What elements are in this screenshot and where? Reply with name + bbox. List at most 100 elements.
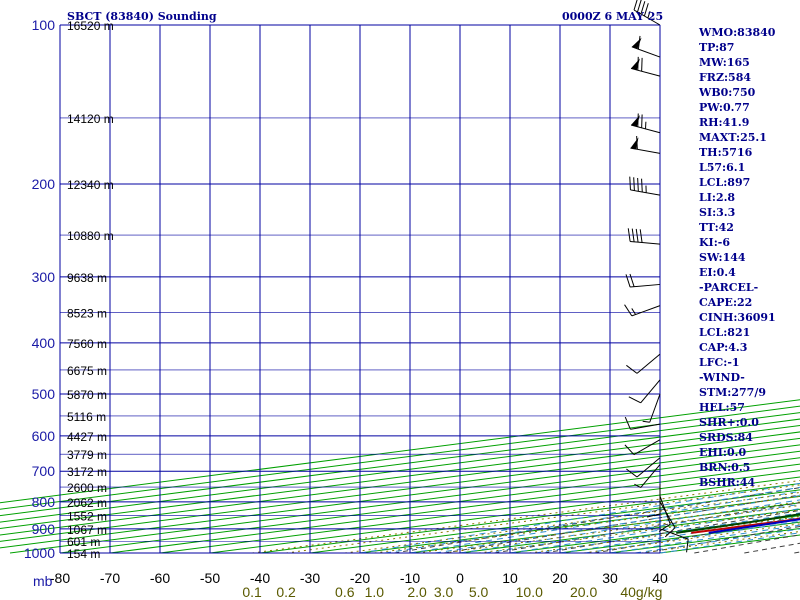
isotherm-lines <box>0 399 800 554</box>
pressure-tick-label: 800 <box>32 494 56 510</box>
temperature-tick-label: -70 <box>100 570 120 586</box>
mixing-ratio-label: 5.0 <box>469 584 489 600</box>
index-value: LI:2.8 <box>699 191 735 204</box>
mixing-ratio-label: 1.0 <box>365 584 385 600</box>
height-label: 7560 m <box>67 337 107 351</box>
isotherm-line <box>0 412 800 517</box>
pressure-tick-label: 900 <box>32 521 56 537</box>
height-label: 3779 m <box>67 448 107 462</box>
height-label: 9638 m <box>67 271 107 285</box>
index-value: SI:3.3 <box>699 206 735 219</box>
height-label: 1067 m <box>67 523 107 537</box>
mixing-ratio-lines <box>252 480 800 554</box>
index-value: EI:0.4 <box>699 266 736 279</box>
wind-barb <box>625 273 661 288</box>
index-value: CINH:36091 <box>699 311 776 324</box>
isotherm-line <box>109 463 800 554</box>
wind-barb <box>624 304 661 317</box>
height-label: 6675 m <box>67 364 107 378</box>
pressure-tick-label: 600 <box>32 428 56 444</box>
moist-adiabat-line <box>509 508 800 554</box>
temperature-tick-label: 40 <box>652 570 668 586</box>
dry-adiabat-line <box>794 551 800 554</box>
wind-barb <box>624 416 661 430</box>
index-value: L57:6.1 <box>699 161 745 174</box>
index-value: WB0:750 <box>698 86 756 99</box>
wind-barb <box>624 439 661 456</box>
index-value: HEL:57 <box>699 401 745 414</box>
index-value: SHR+:0.0 <box>699 416 759 429</box>
moist-adiabat-line <box>384 486 800 554</box>
height-label: 1552 m <box>67 510 107 524</box>
sounding-time: 0000Z 6 MAY 25 <box>562 10 663 23</box>
isotherm-line <box>0 431 800 536</box>
wind-barb <box>630 56 661 77</box>
isotherm-line <box>0 424 800 530</box>
height-label: 8523 m <box>67 306 107 320</box>
mixing-ratio-line <box>478 509 800 554</box>
mixing-ratio-line <box>641 531 800 554</box>
index-value: -PARCEL- <box>699 281 758 294</box>
mixing-ratio-label: 10.0 <box>516 584 543 600</box>
dry-adiabat-lines <box>394 487 800 554</box>
index-value: MAXT:25.1 <box>699 131 767 144</box>
index-value: LFC:-1 <box>699 356 740 369</box>
index-value: BSHR:44 <box>699 476 755 489</box>
height-label: 154 m <box>67 547 100 561</box>
wind-barbs <box>624 0 689 553</box>
index-value: BRN:0.5 <box>699 461 750 474</box>
height-label: 2062 m <box>67 496 107 510</box>
wind-barb <box>626 353 661 374</box>
mixing-ratio-label: 40g/kg <box>620 584 662 600</box>
height-label: 601 m <box>67 535 100 549</box>
index-value: WMO:83840 <box>698 26 776 39</box>
height-label: 16520 m <box>67 19 114 33</box>
index-value: LCL:821 <box>699 326 750 339</box>
pressure-axis-title: mb <box>33 573 53 589</box>
moist-adiabat-line <box>359 482 800 554</box>
wind-barb <box>633 0 661 26</box>
pressure-axis-labels: 100 200 300 400 500 600 700 800 900 1000 <box>24 17 55 561</box>
index-value: CAP:4.3 <box>699 341 747 354</box>
height-label: 10880 m <box>67 229 114 243</box>
index-value: STM:277/9 <box>699 386 766 399</box>
index-value: -WIND- <box>699 371 745 384</box>
index-value: SW:144 <box>699 251 746 264</box>
isotherm-line <box>0 399 800 504</box>
wind-barb <box>659 528 689 553</box>
index-value: LCL:897 <box>699 176 750 189</box>
temperature-tick-label: -80 <box>50 570 70 586</box>
index-value: MW:165 <box>699 56 750 69</box>
pressure-temperature-grid <box>59 24 661 554</box>
wind-barb <box>646 483 661 518</box>
wind-barb <box>628 379 661 404</box>
temperature-tick-label: -60 <box>150 570 170 586</box>
wind-barb <box>634 464 661 488</box>
temperature-tick-label: -50 <box>200 570 220 586</box>
temperature-tick-label: 10 <box>502 570 518 586</box>
index-value: TP:87 <box>699 41 734 54</box>
height-label: 3172 m <box>67 465 107 479</box>
index-value: RH:41.9 <box>699 116 749 129</box>
height-label: 5870 m <box>67 388 107 402</box>
isotherm-line <box>0 418 800 523</box>
isotherm-line <box>59 457 800 554</box>
wind-barb <box>631 35 661 58</box>
wind-barb <box>629 176 661 196</box>
isotherm-line <box>559 521 800 554</box>
dry-adiabat-line <box>494 502 800 554</box>
height-label: 4427 m <box>67 430 107 444</box>
temperature-tick-label: 30 <box>602 570 618 586</box>
temperature-tick-label: -10 <box>400 570 420 586</box>
pressure-tick-label: 500 <box>32 386 56 402</box>
height-label: 5116 m <box>67 410 106 424</box>
isotherm-line <box>0 437 800 542</box>
height-label: 2600 m <box>67 481 107 495</box>
mixing-ratio-label: 0.6 <box>335 584 355 600</box>
temperature-tick-label: 0 <box>456 570 464 586</box>
mixing-ratio-label: 2.0 <box>407 584 427 600</box>
pressure-tick-label: 100 <box>32 17 56 33</box>
height-label: 12340 m <box>67 178 114 192</box>
pressure-tick-label: 200 <box>32 176 56 192</box>
